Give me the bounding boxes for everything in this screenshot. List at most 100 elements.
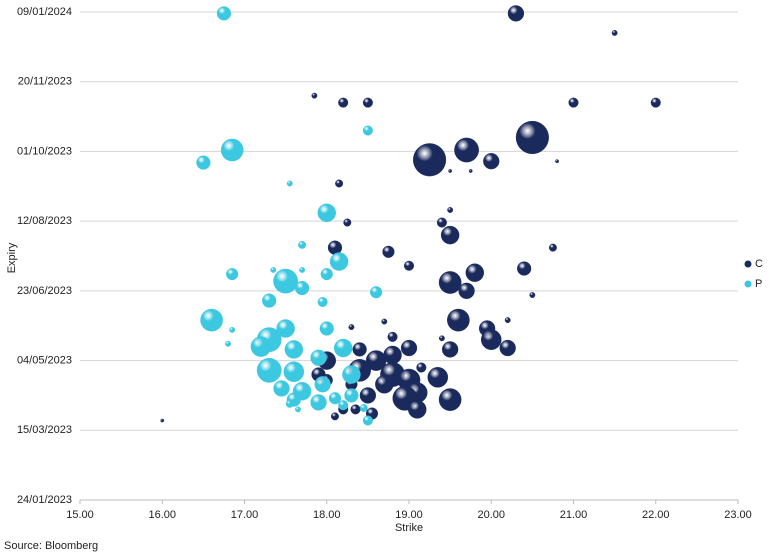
bubble xyxy=(352,342,367,357)
legend-marker xyxy=(744,260,752,268)
bubble xyxy=(331,412,339,421)
legend-marker xyxy=(744,280,752,288)
bubble xyxy=(295,406,301,413)
bubble xyxy=(555,159,559,164)
bubble xyxy=(362,415,373,426)
bubble xyxy=(285,399,294,408)
x-tick-label: 19.00 xyxy=(395,509,423,521)
bubble xyxy=(160,418,165,423)
y-tick-label: 12/08/2023 xyxy=(17,215,72,227)
bubble xyxy=(220,138,244,162)
y-axis-title: Expiry xyxy=(6,242,18,273)
bubble xyxy=(529,292,536,298)
bubble xyxy=(359,387,377,404)
bubble xyxy=(328,392,342,405)
bubble xyxy=(311,92,318,99)
x-tick-label: 20.00 xyxy=(477,509,505,521)
bubble xyxy=(250,336,272,357)
bubble xyxy=(359,404,368,412)
bubble xyxy=(481,329,502,350)
bubble xyxy=(440,225,460,245)
y-tick-label: 23/06/2023 xyxy=(17,285,72,297)
x-axis-title: Strike xyxy=(395,522,423,534)
bubble xyxy=(344,388,359,403)
bubble xyxy=(375,375,394,394)
bubble xyxy=(465,263,484,282)
bubble xyxy=(256,357,282,383)
bubble xyxy=(314,376,331,393)
bubble xyxy=(294,280,310,296)
bubble xyxy=(611,30,618,36)
y-tick-label: 15/03/2023 xyxy=(17,424,72,436)
x-tick-label: 15.00 xyxy=(66,509,94,521)
bubble xyxy=(298,240,307,249)
bubble xyxy=(548,243,557,252)
bubble xyxy=(447,308,470,332)
bubble xyxy=(200,308,223,332)
bubble xyxy=(400,339,418,357)
bubble xyxy=(299,267,305,273)
bubble xyxy=(382,245,395,258)
bubble xyxy=(226,268,239,281)
bubble xyxy=(416,362,427,373)
bubble xyxy=(458,282,475,300)
bubble xyxy=(650,97,661,108)
bubble xyxy=(273,268,298,294)
x-tick-label: 17.00 xyxy=(231,509,259,521)
bubble xyxy=(438,271,462,294)
bubble xyxy=(381,318,388,325)
legend-label: P xyxy=(755,278,762,290)
bubble xyxy=(283,361,305,382)
bubble xyxy=(499,339,516,357)
x-tick-label: 18.00 xyxy=(313,509,341,521)
bubble xyxy=(338,400,349,411)
bubble xyxy=(348,324,355,331)
bubble xyxy=(350,404,361,415)
bubble xyxy=(447,207,454,213)
bubble xyxy=(568,97,579,108)
bubble xyxy=(408,400,427,419)
bubble xyxy=(270,267,277,273)
bubble xyxy=(370,286,383,299)
bubble xyxy=(362,125,373,136)
bubble xyxy=(273,380,290,397)
bubble xyxy=(286,180,293,187)
bubble xyxy=(342,365,361,384)
bubble xyxy=(438,335,445,342)
x-tick-label: 16.00 xyxy=(148,509,176,521)
bubble xyxy=(276,319,295,338)
bubble xyxy=(427,367,449,388)
bubble xyxy=(517,261,532,276)
x-tick-label: 23.00 xyxy=(724,509,752,521)
bubble xyxy=(387,331,398,342)
bubble xyxy=(454,137,479,163)
y-tick-label: 09/01/2024 xyxy=(17,6,72,18)
legend-label: C xyxy=(755,258,763,270)
bubble xyxy=(310,349,327,366)
bubble xyxy=(319,321,334,336)
bubble xyxy=(441,341,459,358)
bubble xyxy=(362,97,373,108)
bubble xyxy=(468,169,473,173)
bubble xyxy=(338,97,349,108)
bubble xyxy=(413,143,447,177)
bubble xyxy=(284,340,304,359)
y-tick-label: 24/01/2023 xyxy=(17,494,72,506)
bubble xyxy=(515,120,549,155)
bubble xyxy=(225,340,231,347)
bubble xyxy=(438,388,462,411)
bubble xyxy=(504,317,511,324)
y-tick-label: 01/10/2023 xyxy=(17,145,72,157)
bubble xyxy=(196,155,211,170)
bubble xyxy=(317,297,328,308)
y-tick-label: 04/05/2023 xyxy=(17,354,72,366)
bubble xyxy=(335,179,344,188)
bubble xyxy=(216,6,232,21)
bubble xyxy=(483,153,500,170)
bubble xyxy=(436,217,447,228)
bubble xyxy=(229,326,236,333)
bubble xyxy=(343,218,352,227)
bubble xyxy=(317,203,336,222)
y-tick-label: 20/11/2023 xyxy=(18,76,72,88)
